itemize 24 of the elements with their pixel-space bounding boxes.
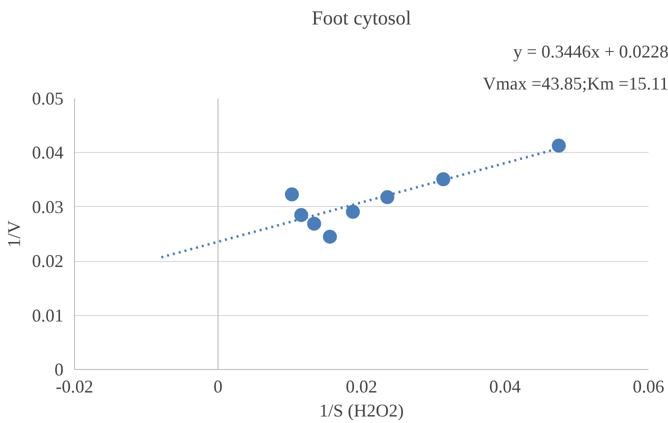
text: y = 0.3446x + 0.0228 [513,42,668,62]
y-tick-label: 0.05 [32,88,64,108]
point [552,138,566,153]
point [284,187,299,202]
x-axis-title: 1/S (H2O2) [319,400,404,420]
point [346,204,360,219]
y-tick-label: 0.02 [32,251,64,272]
text: Vmax =43.85;Km =15.11 [482,74,668,94]
y-tick-label: 0 [54,360,64,380]
y-tick-label: 0.04 [32,142,64,163]
x-tick-label: -0.02 [56,376,94,396]
x-tick-label: 0.04 [489,376,521,396]
y-axis-title: 1/V [4,220,24,248]
x-tick-label: 0.06 [632,376,664,396]
y-tick-label: 0.03 [32,196,64,217]
chart-title: Foot cytosol [312,8,412,30]
point [294,208,308,222]
x-tick-label: 0 [214,376,222,396]
point [322,230,337,244]
x-tick-label: 0.02 [346,376,378,396]
point [307,216,322,231]
y-tick-label: 0.01 [32,305,64,326]
point [380,190,394,204]
point [436,172,450,186]
